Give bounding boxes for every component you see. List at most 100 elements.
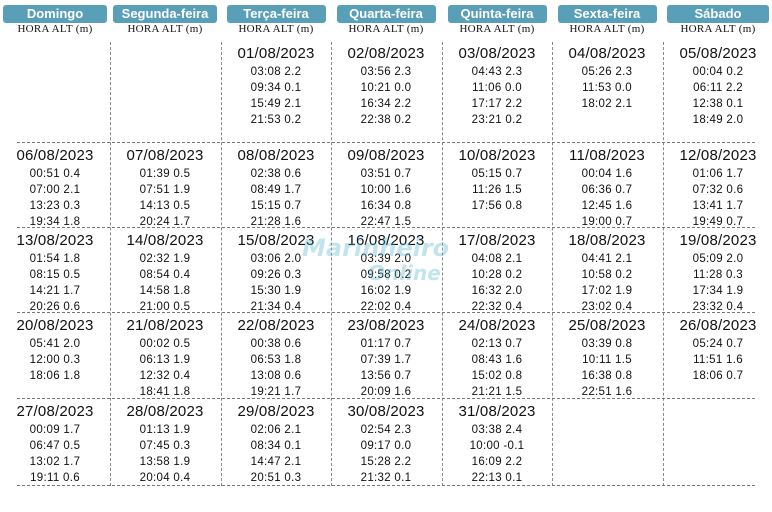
- column-subheader: HORA ALT (m): [17, 23, 93, 35]
- tide-entry: 09:58 0.2: [360, 269, 412, 281]
- tide-entry: 15:28 2.2: [360, 456, 412, 468]
- tide-entry: 01:54 1.8: [29, 253, 81, 265]
- tide-entry: 22:38 0.2: [360, 114, 412, 126]
- tide-entry: 07:39 1.7: [360, 354, 412, 366]
- tide-entry: 12:38 0.1: [692, 98, 744, 110]
- tide-entry: 06:11 2.2: [693, 82, 743, 94]
- tide-entry: 13:02 1.7: [29, 456, 81, 468]
- tide-entry: 05:26 2.3: [581, 66, 633, 78]
- day-date: 30/08/2023: [347, 403, 425, 420]
- day-date: 02/08/2023: [347, 45, 425, 62]
- tide-entry: 08:15 0.5: [29, 269, 81, 281]
- weekday-header-cell: Sexta-feira HORA ALT (m): [552, 0, 662, 40]
- weekday-label: Sábado: [667, 5, 769, 23]
- day-cell: 12/08/2023 01:06 1.7 07:32 0.6 13:41 1.7 19:…: [663, 146, 772, 230]
- tide-entry: 10:58 0.2: [581, 269, 633, 281]
- tide-entry: 03:39 2.0: [360, 253, 412, 265]
- day-cell: 01/08/2023 03:08 2.2 09:34 0.1 15:49 2.1 21:…: [221, 44, 331, 128]
- tide-entry: 08:34 0.1: [250, 440, 302, 452]
- tide-entry: 11:06 0.0: [472, 82, 522, 94]
- tide-entry: 23:21 0.2: [471, 114, 523, 126]
- tide-entry: 21:32 0.1: [360, 472, 412, 484]
- tide-entry: 01:13 1.9: [139, 424, 191, 436]
- tide-entry: 12:32 0.4: [139, 370, 191, 382]
- day-cell: 17/08/2023 04:08 2.1 10:28 0.2 16:32 2.0 22:…: [442, 231, 552, 315]
- tide-entry: 00:51 0.4: [29, 168, 81, 180]
- tide-entry: 11:51 1.6: [693, 354, 743, 366]
- tide-entry: 16:09 2.2: [471, 456, 523, 468]
- day-cell: 27/08/2023 00:09 1.7 06:47 0.5 13:02 1.7 19:…: [0, 402, 110, 486]
- day-cell: 11/08/2023 00:04 1.6 06:36 0.7 12:45 1.6 19:…: [552, 146, 662, 230]
- tide-entry: 18:02 2.1: [581, 98, 633, 110]
- tide-entry: 12:45 1.6: [581, 200, 633, 212]
- tide-entry: 23:32 0.4: [692, 301, 744, 313]
- tide-entry: 19:00 0.7: [581, 216, 633, 228]
- tide-entry: 13:56 0.7: [360, 370, 412, 382]
- day-date: 26/08/2023: [679, 317, 757, 334]
- column-divider: [552, 42, 553, 486]
- day-cell: 29/08/2023 02:06 2.1 08:34 0.1 14:47 2.1 20:…: [221, 402, 331, 486]
- tide-entry: 21:28 1.6: [250, 216, 302, 228]
- tide-entry: 21:00 0.5: [139, 301, 191, 313]
- tide-entry: 06:13 1.9: [139, 354, 191, 366]
- weekday-header-cell: Sábado HORA ALT (m): [663, 0, 772, 40]
- day-cell: 21/08/2023 00:02 0.5 06:13 1.9 12:32 0.4 18:…: [110, 316, 220, 400]
- tide-entry: 17:02 1.9: [581, 285, 633, 297]
- tide-entry: 18:49 2.0: [692, 114, 744, 126]
- tide-entry: 15:30 1.9: [250, 285, 302, 297]
- column-subheader: HORA ALT (m): [127, 23, 203, 35]
- tide-entry: 11:26 1.5: [472, 184, 522, 196]
- tide-entry: 07:32 0.6: [692, 184, 744, 196]
- day-date: 03/08/2023: [458, 45, 536, 62]
- tide-entry: 16:38 0.8: [581, 370, 633, 382]
- tide-entry: 20:26 0.6: [29, 301, 81, 313]
- tide-entry: 06:36 0.7: [581, 184, 633, 196]
- day-date: 21/08/2023: [126, 317, 204, 334]
- tide-entry: 13:58 1.9: [139, 456, 191, 468]
- day-cell: 26/08/2023 05:24 0.7 11:51 1.6 18:06 0.7: [663, 316, 772, 384]
- tide-entry: 13:23 0.3: [29, 200, 81, 212]
- day-cell: 06/08/2023 00:51 0.4 07:00 2.1 13:23 0.3 19:…: [0, 146, 110, 230]
- tide-entry: 20:09 1.6: [360, 386, 412, 398]
- day-cell: 16/08/2023 03:39 2.0 09:58 0.2 16:02 1.9 22:…: [331, 231, 441, 315]
- day-cell: 13/08/2023 01:54 1.8 08:15 0.5 14:21 1.7 20:…: [0, 231, 110, 315]
- row-divider: [17, 485, 755, 486]
- tide-entry: 09:34 0.1: [250, 82, 302, 94]
- day-cell: 24/08/2023 02:13 0.7 08:43 1.6 15:02 0.8 21:…: [442, 316, 552, 400]
- day-date: 14/08/2023: [126, 232, 204, 249]
- tide-entry: 15:15 0.7: [250, 200, 302, 212]
- tide-entry: 02:13 0.7: [471, 338, 523, 350]
- tide-entry: 04:08 2.1: [471, 253, 523, 265]
- day-cell: 09/08/2023 03:51 0.7 10:00 1.6 16:34 0.8 22:…: [331, 146, 441, 230]
- column-divider: [331, 42, 332, 486]
- day-cell: 14/08/2023 02:32 1.9 08:54 0.4 14:58 1.8 21:…: [110, 231, 220, 315]
- tide-entry: 21:34 0.4: [250, 301, 302, 313]
- day-date: 18/08/2023: [568, 232, 646, 249]
- tide-entry: 08:49 1.7: [250, 184, 302, 196]
- day-date: 09/08/2023: [347, 147, 425, 164]
- day-date: 31/08/2023: [458, 403, 536, 420]
- day-date: 24/08/2023: [458, 317, 536, 334]
- column-subheader: HORA ALT (m): [459, 23, 535, 35]
- tide-entry: 04:41 2.1: [581, 253, 633, 265]
- tide-entry: 13:08 0.6: [250, 370, 302, 382]
- day-cell: 18/08/2023 04:41 2.1 10:58 0.2 17:02 1.9 23:…: [552, 231, 662, 315]
- tide-entry: 18:41 1.8: [139, 386, 191, 398]
- tide-entry: 18:06 1.8: [29, 370, 81, 382]
- tide-entry: 10:11 1.5: [582, 354, 632, 366]
- weekday-label: Segunda-feira: [113, 5, 217, 23]
- day-cell: 31/08/2023 03:38 2.4 10:00 -0.1 16:09 2.2 22…: [442, 402, 552, 486]
- day-date: 08/08/2023: [237, 147, 315, 164]
- weekday-header-cell: Segunda-feira HORA ALT (m): [110, 0, 220, 40]
- column-divider: [110, 42, 111, 486]
- weekday-label: Domingo: [3, 5, 107, 23]
- tide-entry: 05:15 0.7: [471, 168, 523, 180]
- day-cell: 03/08/2023 04:43 2.3 11:06 0.0 17:17 2.2 23:…: [442, 44, 552, 128]
- column-subheader: HORA ALT (m): [348, 23, 424, 35]
- tide-entry: 00:09 1.7: [29, 424, 81, 436]
- tide-entry: 01:17 0.7: [360, 338, 412, 350]
- row-divider: [17, 227, 755, 228]
- tide-entry: 04:43 2.3: [471, 66, 523, 78]
- tide-entry: 22:47 1.5: [360, 216, 412, 228]
- tide-entry: 00:02 0.5: [139, 338, 191, 350]
